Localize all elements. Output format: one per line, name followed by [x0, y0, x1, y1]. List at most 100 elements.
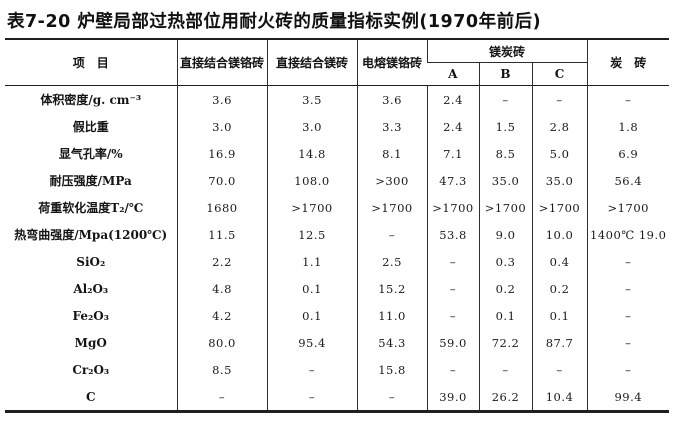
cell: 1.8 — [586, 113, 669, 140]
cell: 6.9 — [586, 140, 669, 167]
cell: 8.5 — [478, 140, 532, 167]
cell: 9.0 — [478, 221, 532, 248]
row-label: Cr₂O₃ — [72, 362, 110, 377]
table-row: Fe₂O₃ 4.2 0.1 11.0 – 0.1 0.1 – — [5, 302, 669, 329]
table-row: C – – – 39.0 26.2 10.4 99.4 — [5, 383, 669, 412]
cell: 54.3 — [356, 329, 427, 356]
cell: 0.2 — [478, 275, 532, 302]
cell: – — [531, 85, 587, 113]
cell: 5.0 — [531, 140, 587, 167]
row-label: 体积密度/g. cm⁻³ — [40, 93, 142, 107]
cell: 14.8 — [266, 140, 357, 167]
cell: 1400℃ 19.0 — [586, 221, 669, 248]
row-label: SiO₂ — [76, 254, 106, 269]
cell: 80.0 — [176, 329, 267, 356]
cell: 87.7 — [531, 329, 587, 356]
table-row: 显气孔率/% 16.9 14.8 8.1 7.1 8.5 5.0 6.9 — [5, 140, 669, 167]
cell: 15.8 — [356, 356, 427, 383]
cell: >300 — [356, 167, 427, 194]
cell: 0.1 — [478, 302, 532, 329]
cell: 0.1 — [531, 302, 587, 329]
cell: >1700 — [266, 194, 357, 221]
cell: – — [176, 383, 267, 412]
cell: 70.0 — [176, 167, 267, 194]
row-label: 显气孔率/% — [58, 147, 123, 161]
row-label: Al₂O₃ — [73, 281, 109, 296]
refractory-brick-table: 项 目 直接结合镁铬砖 直接结合镁砖 电熔镁铬砖 镁炭砖 炭 砖 A B C 体… — [5, 38, 669, 413]
cell: >1700 — [478, 194, 532, 221]
cell: 2.4 — [426, 85, 479, 113]
cell: – — [426, 275, 479, 302]
cell: 2.2 — [176, 248, 267, 275]
row-label: Fe₂O₃ — [72, 308, 109, 323]
header-item: 项 目 — [72, 56, 109, 70]
subheader-a: A — [448, 67, 458, 81]
cell: 8.1 — [356, 140, 427, 167]
table-header: 项 目 直接结合镁铬砖 直接结合镁砖 电熔镁铬砖 镁炭砖 炭 砖 A B C — [5, 39, 669, 86]
header-direct-bonded-magnesia: 直接结合镁砖 — [266, 39, 357, 86]
cell: 3.6 — [176, 85, 267, 113]
cell: – — [478, 85, 532, 113]
header-row-main: 项 目 直接结合镁铬砖 直接结合镁砖 电熔镁铬砖 镁炭砖 炭 砖 — [5, 39, 669, 86]
cell: 72.2 — [478, 329, 532, 356]
cell: – — [586, 85, 669, 113]
cell: 3.0 — [266, 113, 357, 140]
cell: 10.0 — [531, 221, 587, 248]
row-label: 假比重 — [72, 120, 109, 134]
cell: 108.0 — [266, 167, 357, 194]
cell: >1700 — [586, 194, 669, 221]
cell: 59.0 — [426, 329, 479, 356]
row-label: MgO — [74, 335, 107, 350]
cell: – — [531, 356, 587, 383]
cell: 2.8 — [531, 113, 587, 140]
cell: 3.5 — [266, 85, 357, 113]
cell: 99.4 — [586, 383, 669, 412]
table-row: Cr₂O₃ 8.5 – 15.8 – – – – — [5, 356, 669, 383]
cell: 1.1 — [266, 248, 357, 275]
cell: 35.0 — [478, 167, 532, 194]
header-fused-mag-chrome: 电熔镁铬砖 — [356, 39, 427, 86]
cell: – — [356, 221, 427, 248]
cell: 3.6 — [356, 85, 427, 113]
cell: 2.5 — [356, 248, 427, 275]
cell: 95.4 — [266, 329, 357, 356]
table-row: Al₂O₃ 4.8 0.1 15.2 – 0.2 0.2 – — [5, 275, 669, 302]
cell: 11.5 — [176, 221, 267, 248]
header-carbon-brick: 炭 砖 — [586, 39, 669, 86]
cell: – — [586, 302, 669, 329]
cell: 16.9 — [176, 140, 267, 167]
row-label: C — [85, 389, 96, 404]
subheader-c: C — [531, 62, 587, 86]
cell: – — [586, 248, 669, 275]
table-row: MgO 80.0 95.4 54.3 59.0 72.2 87.7 – — [5, 329, 669, 356]
cell: – — [426, 248, 479, 275]
cell: 0.3 — [478, 248, 532, 275]
cell: – — [266, 356, 357, 383]
header-direct-bonded-mag-chrome: 直接结合镁铬砖 — [176, 39, 267, 86]
cell: – — [586, 356, 669, 383]
cell: 0.1 — [266, 302, 357, 329]
cell: 7.1 — [426, 140, 479, 167]
cell: 11.0 — [356, 302, 427, 329]
cell: >1700 — [356, 194, 427, 221]
table-row: 体积密度/g. cm⁻³ 3.6 3.5 3.6 2.4 – – – — [5, 85, 669, 113]
row-label: 耐压强度/MPa — [49, 174, 132, 188]
cell: 3.3 — [356, 113, 427, 140]
header-magnesia-carbon-group: 镁炭砖 — [426, 39, 587, 63]
cell: >1700 — [531, 194, 587, 221]
cell: – — [478, 356, 532, 383]
subheader-b: B — [478, 62, 532, 86]
table-row: SiO₂ 2.2 1.1 2.5 – 0.3 0.4 – — [5, 248, 669, 275]
cell: 56.4 — [586, 167, 669, 194]
table-row: 耐压强度/MPa 70.0 108.0 >300 47.3 35.0 35.0 … — [5, 167, 669, 194]
cell: – — [356, 383, 427, 412]
table-body: 体积密度/g. cm⁻³ 3.6 3.5 3.6 2.4 – – – 假比重 3… — [5, 85, 669, 412]
cell: 1680 — [176, 194, 267, 221]
cell: – — [426, 356, 479, 383]
cell: 0.1 — [266, 275, 357, 302]
header-row-sub: A B C — [5, 62, 669, 86]
table-row: 荷重软化温度T₂/℃ 1680 >1700 >1700 >1700 >1700 … — [5, 194, 669, 221]
page-title: 表7-20 炉壁局部过热部位用耐火砖的质量指标实例(1970年前后) — [7, 12, 542, 32]
cell: 39.0 — [426, 383, 479, 412]
cell: 1.5 — [478, 113, 532, 140]
